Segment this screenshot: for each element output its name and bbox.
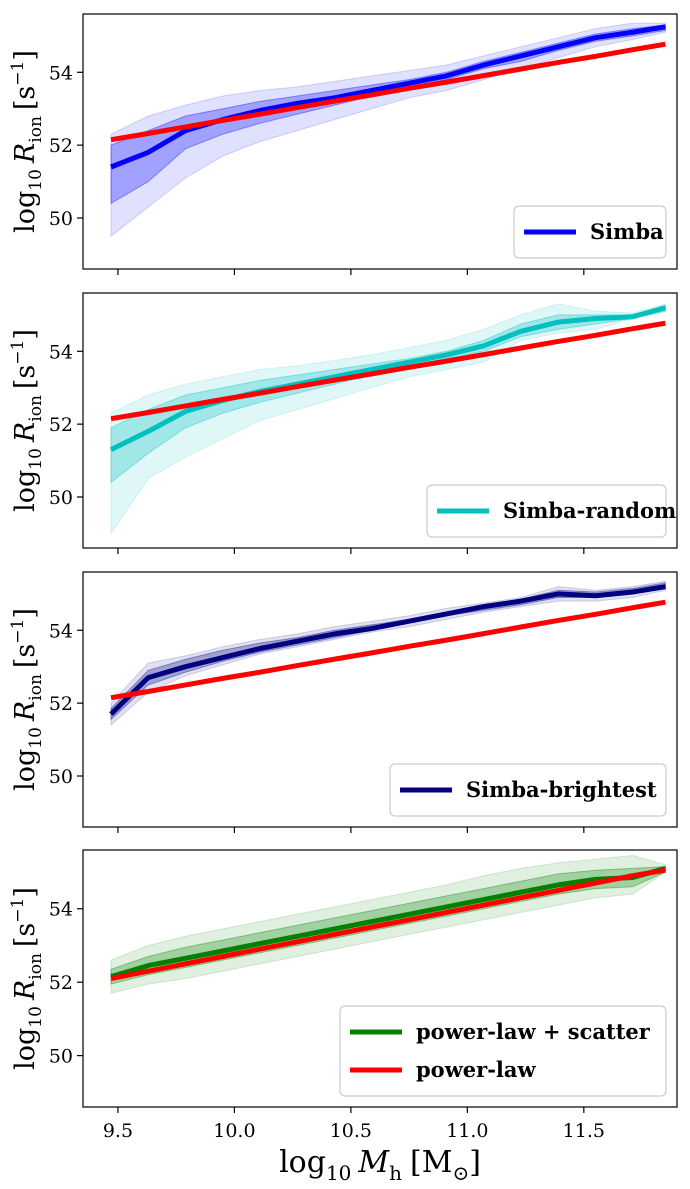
- y-tick-label: 52: [49, 135, 73, 157]
- y-tick-label: 50: [49, 487, 73, 509]
- series-line-power-law: [110, 867, 666, 981]
- x-tick-label: 11.0: [446, 1120, 488, 1142]
- legend: power-law + scatter power-law: [339, 1005, 667, 1097]
- plot-area: [110, 22, 666, 238]
- y-tick-label: 54: [49, 62, 73, 84]
- scatter-band-outer: [110, 580, 666, 727]
- axes-frame: [82, 849, 678, 1108]
- y-tick-label: 52: [49, 414, 73, 436]
- legend-box: [426, 484, 667, 538]
- x-tick-label: 10.0: [213, 1120, 255, 1142]
- series-line-simba-brightest: [109, 584, 666, 716]
- legend-label: Simba: [590, 219, 664, 244]
- y-tick-label: 52: [49, 693, 73, 715]
- legend-box: [389, 763, 667, 817]
- legend-label: Simba-random: [503, 498, 676, 523]
- scatter-band-outer: [110, 22, 666, 238]
- y-tick-label: 50: [49, 208, 73, 230]
- y-tick-label: 54: [49, 620, 73, 642]
- plot-area: [109, 580, 666, 727]
- x-tick-label: 10.5: [330, 1120, 372, 1142]
- scatter-band-outer: [110, 303, 666, 536]
- y-axis-label: log10Rion[s−1]: [8, 50, 46, 233]
- x-tick-label: 9.5: [103, 1120, 133, 1142]
- legend-box: [339, 1005, 667, 1097]
- y-tick-label: 50: [49, 766, 73, 788]
- legend: Simba: [513, 205, 667, 259]
- series-line-power-law: [110, 320, 666, 422]
- legend: Simba-brightest: [389, 763, 667, 817]
- legend-label: power-law + scatter: [416, 1019, 651, 1044]
- series-line-power-law: [110, 599, 666, 701]
- series-line-power-law-scatter: [110, 865, 667, 980]
- y-tick-label: 54: [49, 341, 73, 363]
- panel-4: 50 52 54 9.5 10.0 10.5 11.0 11.5 log10Rion[s−1] p…: [8, 849, 678, 1185]
- legend-label: Simba-brightest: [466, 777, 657, 802]
- y-axis-label: log10Rion[s−1]: [8, 329, 46, 512]
- legend: Simba-random: [426, 484, 676, 538]
- y-axis-label: log10Rion[s−1]: [8, 608, 46, 791]
- series-line-simba-random: [109, 305, 667, 452]
- plot-area: [109, 303, 667, 536]
- y-tick-label: 54: [49, 899, 73, 921]
- legend-box: [513, 205, 667, 259]
- scatter-band-inner: [110, 305, 666, 484]
- y-axis-label: log10Rion[s−1]: [8, 887, 46, 1070]
- y-tick-label: 50: [49, 1046, 73, 1068]
- axes-frame: [82, 13, 678, 270]
- plot-area: [110, 854, 667, 994]
- y-tick-label: 52: [49, 972, 73, 994]
- legend-label: power-law: [416, 1057, 536, 1082]
- axes-frame: [82, 571, 678, 828]
- axes-frame: [82, 292, 678, 549]
- scatter-band-inner: [110, 24, 666, 205]
- series-line-power-law: [110, 41, 666, 143]
- x-tick-label: 11.5: [563, 1120, 605, 1142]
- x-axis-label: log10 Mh [M⊙]: [279, 1145, 481, 1185]
